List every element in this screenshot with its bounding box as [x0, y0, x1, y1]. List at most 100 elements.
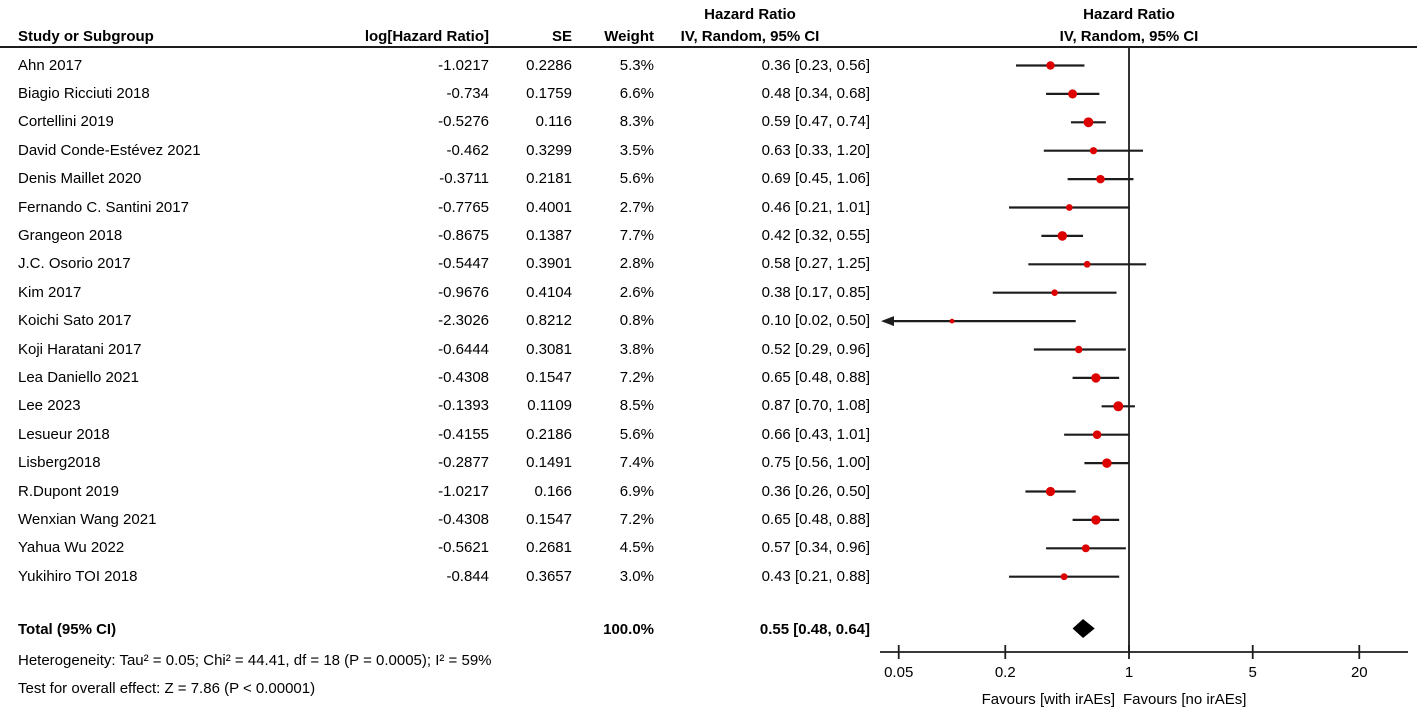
weight-value: 3.0%	[619, 567, 654, 585]
weight-value: 3.8%	[619, 340, 654, 358]
se-value: 0.3657	[526, 567, 572, 585]
study-row: Kim 2017 -0.9676 0.4104 2.6% 0.38 [0.17, 0.8…	[0, 283, 1417, 303]
log-hr-value: -2.3026	[438, 312, 489, 330]
ci-value: 0.48 [0.34, 0.68]	[761, 84, 870, 102]
study-name: Lisberg2018	[18, 454, 101, 472]
study-row: Yahua Wu 2022 -0.5621 0.2681 4.5% 0.57 [0.34…	[0, 538, 1417, 558]
log-hr-value: -0.4155	[438, 425, 489, 443]
study-row: Denis Maillet 2020 -0.3711 0.2181 5.6% 0.69 …	[0, 169, 1417, 189]
se-value: 0.2681	[526, 539, 572, 557]
study-name: Grangeon 2018	[18, 226, 123, 244]
axis-tick-label: 0.2	[994, 664, 1016, 681]
effect-marker	[1051, 289, 1058, 297]
se-value: 0.1387	[526, 226, 572, 244]
study-name: Wenxian Wang 2021	[18, 510, 157, 528]
study-name: Biagio Ricciuti 2018	[18, 84, 150, 102]
effect-marker	[1083, 117, 1094, 128]
study-row: Lesueur 2018 -0.4155 0.2186 5.6% 0.66 [0.43,…	[0, 425, 1417, 445]
study-row: Fernando C. Santini 2017 -0.7765 0.4001 2.7…	[0, 198, 1417, 218]
log-hr-value: -0.4308	[438, 368, 489, 386]
effect-marker	[1081, 544, 1090, 553]
study-name: Kim 2017	[18, 283, 82, 301]
study-row: R.Dupont 2019 -1.0217 0.166 6.9% 0.36 [0.26,…	[0, 482, 1417, 502]
total-weight: 100.0%	[603, 621, 654, 638]
weight-value: 7.4%	[619, 454, 654, 472]
se-value: 0.3901	[526, 255, 572, 273]
study-name: Fernando C. Santini 2017	[18, 198, 189, 216]
study-row: Koichi Sato 2017 -2.3026 0.8212 0.8% 0.10 [0…	[0, 311, 1417, 331]
study-row: Biagio Ricciuti 2018 -0.734 0.1759 6.6% 0.48…	[0, 84, 1417, 104]
se-value: 0.1109	[527, 397, 572, 415]
log-hr-value: -0.734	[446, 84, 489, 102]
se-value: 0.2286	[526, 56, 572, 74]
log-hr-value: -0.844	[446, 567, 489, 585]
effect-marker	[1068, 89, 1078, 99]
effect-marker	[1089, 147, 1098, 155]
hr-column-title: Hazard Ratio	[704, 6, 796, 23]
log-hr-value: -0.5621	[438, 539, 489, 557]
effect-marker	[949, 318, 955, 324]
heterogeneity-text: Heterogeneity: Tau² = 0.05; Chi² = 44.41…	[18, 652, 492, 669]
log-hr-value: -0.5276	[438, 113, 489, 131]
plot-column-subtitle: IV, Random, 95% CI	[1059, 28, 1199, 45]
study-row: Yukihiro TOI 2018 -0.844 0.3657 3.0% 0.43 [0…	[0, 567, 1417, 587]
effect-marker	[1091, 515, 1101, 525]
ci-value: 0.66 [0.43, 1.01]	[761, 425, 870, 443]
study-row: Ahn 2017 -1.0217 0.2286 5.3% 0.36 [0.23, 0.5…	[0, 56, 1417, 76]
se-value: 0.116	[535, 113, 572, 131]
weight-value: 5.6%	[619, 170, 654, 188]
weight-value: 2.7%	[619, 198, 654, 216]
ci-value: 0.38 [0.17, 0.85]	[761, 283, 870, 301]
se-value: 0.3299	[526, 141, 572, 159]
study-row: Wenxian Wang 2021 -0.4308 0.1547 7.2% 0.65 […	[0, 510, 1417, 530]
study-name: Yahua Wu 2022	[18, 539, 125, 557]
total-label: Total (95% CI)	[18, 621, 117, 638]
weight-value: 7.2%	[619, 510, 654, 528]
se-value: 0.166	[534, 482, 572, 500]
se-value: 0.1759	[526, 84, 572, 102]
ci-value: 0.46 [0.21, 1.01]	[761, 198, 870, 216]
log-hr-value: -1.0217	[438, 56, 489, 74]
study-row: Koji Haratani 2017 -0.6444 0.3081 3.8% 0.52 …	[0, 340, 1417, 360]
hr-column-subtitle: IV, Random, 95% CI	[680, 28, 820, 45]
ci-value: 0.59 [0.47, 0.74]	[761, 113, 870, 131]
effect-marker	[1045, 486, 1056, 497]
favours-left-label: Favours [with irAEs]	[981, 691, 1115, 708]
study-row: David Conde-Estévez 2021 -0.462 0.3299 3.5%…	[0, 141, 1417, 161]
study-name: Denis Maillet 2020	[18, 170, 142, 188]
header-rule	[0, 46, 1417, 48]
total-row: Total (95% CI) 100.0% 0.55 [0.48, 0.64]	[0, 620, 1417, 640]
se-value: 0.8212	[526, 312, 572, 330]
study-name: Cortellini 2019	[18, 113, 114, 131]
weight-value: 8.3%	[619, 113, 654, 131]
study-name: Ahn 2017	[18, 56, 83, 74]
study-name: Yukihiro TOI 2018	[18, 567, 138, 585]
ci-value: 0.65 [0.48, 0.88]	[761, 510, 870, 528]
study-name: Lea Daniello 2021	[18, 368, 139, 386]
se-column-header: SE	[551, 28, 572, 45]
study-row: J.C. Osorio 2017 -0.5447 0.3901 2.8% 0.58 [0…	[0, 254, 1417, 274]
study-name: R.Dupont 2019	[18, 482, 119, 500]
weight-value: 6.9%	[619, 482, 654, 500]
effect-marker	[1083, 260, 1091, 268]
effect-marker	[1091, 373, 1101, 383]
favours-right-label: Favours [no irAEs]	[1123, 691, 1247, 708]
weight-value: 2.6%	[619, 283, 654, 301]
se-value: 0.4001	[526, 198, 572, 216]
weight-column-header: Weight	[604, 28, 654, 45]
loghr-column-header: log[Hazard Ratio]	[364, 28, 489, 45]
effect-marker	[1113, 401, 1124, 412]
ci-value: 0.75 [0.56, 1.00]	[761, 454, 870, 472]
se-value: 0.4104	[526, 283, 572, 301]
ci-value: 0.36 [0.26, 0.50]	[761, 482, 870, 500]
weight-value: 2.8%	[619, 255, 654, 273]
ci-value: 0.63 [0.33, 1.20]	[761, 141, 870, 159]
se-value: 0.1491	[526, 454, 572, 472]
study-name: J.C. Osorio 2017	[18, 255, 131, 273]
se-value: 0.3081	[526, 340, 572, 358]
overall-effect-text: Test for overall effect: Z = 7.86 (P < 0…	[18, 680, 316, 697]
effect-marker	[1065, 204, 1073, 211]
effect-marker	[1060, 573, 1068, 581]
ci-value: 0.69 [0.45, 1.06]	[761, 170, 870, 188]
